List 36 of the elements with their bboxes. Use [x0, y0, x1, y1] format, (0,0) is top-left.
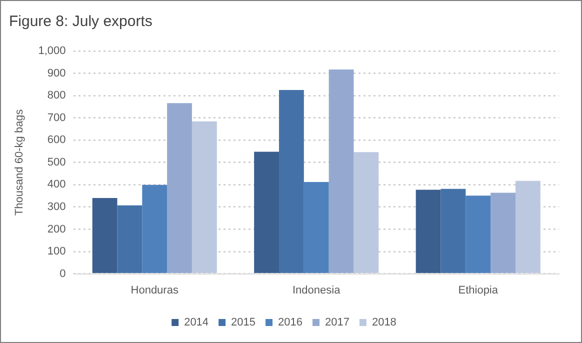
y-tick-label: 900: [47, 67, 66, 80]
y-tick-label: 400: [47, 178, 66, 191]
bar: [92, 198, 118, 274]
bar: [328, 69, 354, 274]
legend-label: 2015: [231, 316, 256, 329]
bar: [490, 192, 516, 274]
legend-label: 2016: [278, 316, 302, 329]
bar: [515, 180, 540, 274]
bar: [354, 152, 379, 274]
y-tick-label: 300: [47, 200, 66, 213]
x-tick-label: Ethiopia: [458, 284, 499, 296]
x-tick-label: Indonesia: [292, 284, 342, 296]
y-tick-label: 500: [47, 156, 66, 168]
legend-label: 2017: [324, 316, 350, 329]
bar: [466, 196, 491, 274]
bar: [142, 184, 168, 274]
y-tick-label: 800: [47, 90, 66, 102]
y-tick-label: 200: [47, 223, 66, 236]
bar: [440, 188, 466, 274]
bar: [167, 103, 192, 274]
y-tick-label: 0: [60, 268, 66, 280]
bar: [192, 121, 217, 274]
x-tick-label: Honduras: [130, 284, 179, 296]
bar: [279, 90, 304, 274]
bar: [416, 190, 441, 274]
chart-title: Figure 8: July exports: [9, 13, 152, 30]
bar: [304, 182, 329, 274]
bar: [254, 152, 279, 274]
y-axis-title: Thousand 60-kg bags: [14, 108, 26, 216]
y-tick-label: 100: [47, 246, 66, 258]
legend-label: 2014: [184, 316, 209, 329]
y-tick-label: 600: [47, 134, 66, 146]
y-tick-label: 700: [47, 112, 66, 124]
y-tick-label: 1,000: [38, 45, 66, 58]
bar: [117, 205, 142, 274]
legend-label: 2018: [372, 316, 396, 329]
